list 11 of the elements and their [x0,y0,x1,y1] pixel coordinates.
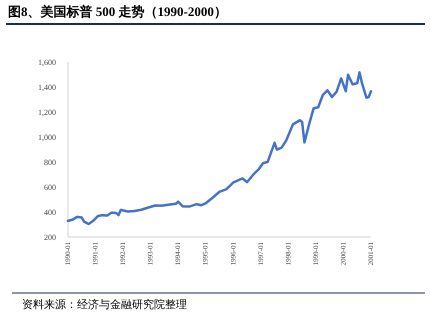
y-tick-label: 1,400 [38,83,56,92]
chart-title: 图8、美国标普 500 走势（1990-2000） [8,4,227,19]
y-tick-label: 1,000 [38,133,56,142]
y-tick-label: 1,600 [38,58,56,67]
y-tick-label: 800 [44,158,56,167]
y-tick-label: 600 [44,183,56,192]
line-series [66,71,372,226]
y-tick-label: 400 [44,208,56,217]
y-tick-label: 200 [44,233,56,242]
text: 资料来源：经济与金融研究院整理 [22,298,187,311]
y-tick-label: 1,200 [38,108,56,117]
